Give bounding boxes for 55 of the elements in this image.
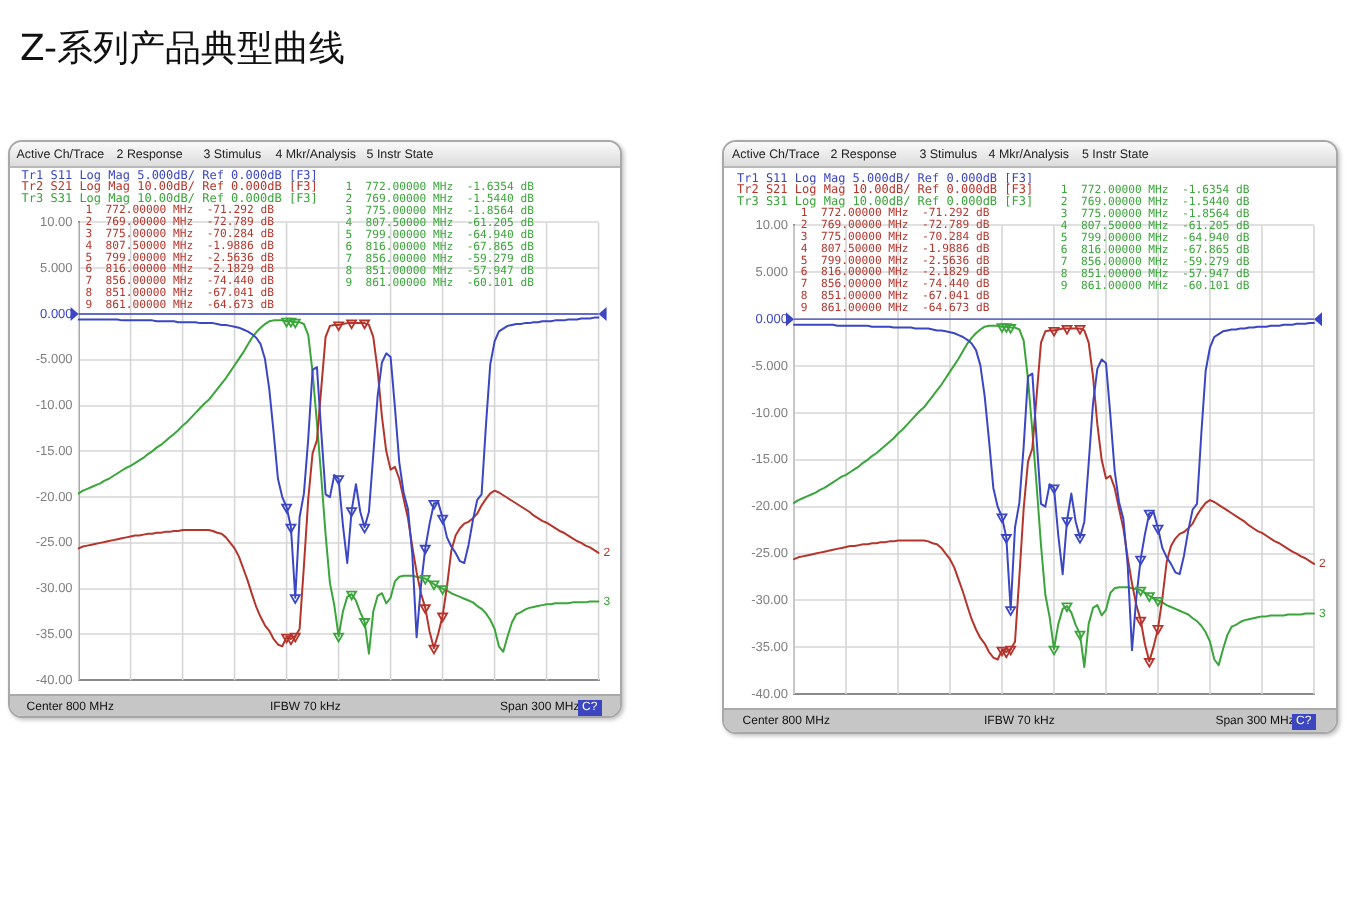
- point: [1074, 630, 1086, 641]
- point: [437, 585, 448, 595]
- point: [1005, 645, 1017, 656]
- point: [1005, 606, 1017, 616]
- point: [419, 575, 431, 585]
- point: [359, 618, 370, 628]
- point: [281, 503, 292, 514]
- point: [1135, 555, 1147, 566]
- point: [285, 523, 297, 534]
- point: [1000, 648, 1012, 659]
- point: [333, 321, 344, 332]
- point: [281, 317, 292, 328]
- point: [285, 317, 297, 328]
- point: [1061, 325, 1073, 335]
- point: [996, 646, 1008, 657]
- text: Z-系列产品典型曲线: [20, 26, 346, 74]
- point: [428, 644, 440, 655]
- point: [996, 323, 1008, 333]
- point: [437, 612, 448, 623]
- point: [437, 514, 448, 525]
- point: [1000, 323, 1012, 333]
- point: [289, 632, 301, 643]
- point: [1152, 625, 1164, 635]
- point: [281, 633, 292, 644]
- point: [359, 523, 370, 534]
- point: [428, 499, 440, 510]
- point: [419, 604, 431, 614]
- point: [359, 319, 370, 330]
- point: [1143, 592, 1155, 602]
- point: [289, 594, 301, 604]
- point: [1143, 509, 1155, 520]
- point: [346, 507, 357, 517]
- point: [1048, 484, 1060, 495]
- point: [1074, 325, 1086, 335]
- point: [1061, 517, 1073, 527]
- point: [996, 513, 1008, 524]
- point: [289, 318, 301, 329]
- point: [346, 319, 357, 330]
- point: [333, 475, 344, 485]
- point: [1000, 534, 1012, 544]
- point: [428, 580, 440, 591]
- point: [1074, 534, 1086, 544]
- point: [1143, 657, 1155, 668]
- point: [285, 635, 297, 646]
- point: [1152, 524, 1164, 535]
- point: [333, 632, 344, 643]
- point: [1152, 596, 1164, 607]
- point: [1048, 645, 1060, 656]
- point: [1005, 324, 1017, 334]
- point: [346, 590, 357, 601]
- point: [1135, 586, 1147, 597]
- point: [1135, 616, 1147, 627]
- point: [1048, 326, 1060, 337]
- point: [1061, 602, 1073, 613]
- point: [419, 544, 431, 555]
